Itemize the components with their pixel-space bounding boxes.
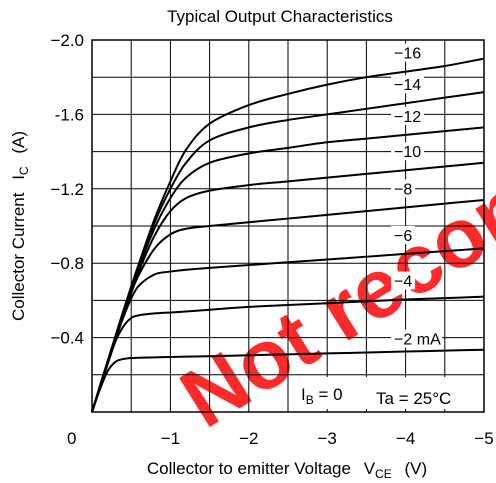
plot-frame (91, 39, 485, 413)
tick-label-group: 0 −1 −2 −3 −4 −5 −0.4 −0.8 −1.2 -1.6 −2.0 (50, 31, 493, 448)
curve-label: −16 (394, 46, 421, 63)
temperature-box (364, 377, 482, 409)
x-tick-label: 0 (67, 429, 76, 448)
curve-label: −12 (394, 109, 421, 126)
x-axis-unit: (V) (404, 459, 427, 478)
ib-zero-prefix: I (301, 385, 306, 404)
curve-label: −8 (394, 181, 412, 198)
ib-curve-8 (91, 57, 485, 413)
x-tick-label: −4 (396, 429, 415, 448)
x-axis-symbol: V (364, 459, 376, 478)
y-axis-symbol-sub: C (17, 166, 31, 175)
x-axis-symbol-sub: CE (375, 467, 392, 481)
x-tick-label: −2 (239, 429, 258, 448)
chart-title: Typical Output Characteristics (167, 7, 393, 26)
curve-group (91, 57, 485, 413)
y-axis-label: Collector Current IC (A) (9, 131, 32, 321)
curve-label-bg (391, 271, 416, 290)
y-tick-label: −0.4 (50, 329, 84, 348)
temperature-annotation: Ta = 25°C (376, 389, 451, 408)
ib-zero-sub: B (306, 393, 314, 407)
ib-curve-1 (91, 348, 485, 413)
ib-zero-suffix: = 0 (314, 385, 343, 404)
curve-label-bg (391, 75, 425, 94)
curve-label-bg (391, 179, 416, 198)
y-axis-unit: (A) (9, 131, 28, 154)
x-axis-label: Collector to emitter Voltage VCE (V) (147, 459, 427, 482)
curve-label-bg (391, 225, 416, 244)
y-tick-label: -1.6 (55, 105, 84, 124)
curve-label: −4 (394, 273, 412, 290)
chart-grid (92, 40, 484, 412)
x-tick-label: −1 (161, 429, 180, 448)
curve-label: −10 (394, 144, 421, 161)
curve-label-bg (391, 43, 425, 62)
y-tick-label: −1.2 (50, 180, 84, 199)
y-tick-label: −2.0 (50, 31, 84, 50)
y-axis-label-text: Collector Current (9, 192, 28, 321)
curve-label: −6 (394, 228, 412, 245)
curve-label-bg (391, 142, 425, 161)
curve-label: −14 (394, 77, 421, 94)
curve-label: −2 mA (394, 332, 441, 349)
curve-label-bg (391, 106, 425, 125)
ib-zero-box (298, 377, 358, 409)
x-axis-label-text: Collector to emitter Voltage (147, 459, 351, 478)
curve-label-group: −2 mA −4 −6 −8 −10 −12 −14 −16 (391, 43, 443, 349)
y-tick-label: −0.8 (50, 254, 84, 273)
x-tick-label: −3 (318, 429, 337, 448)
y-axis-symbol: I (9, 175, 28, 180)
x-tick-label: −5 (474, 429, 493, 448)
curve-label-bg (391, 329, 443, 348)
ib-zero-annotation: IB = 0 (301, 385, 343, 407)
